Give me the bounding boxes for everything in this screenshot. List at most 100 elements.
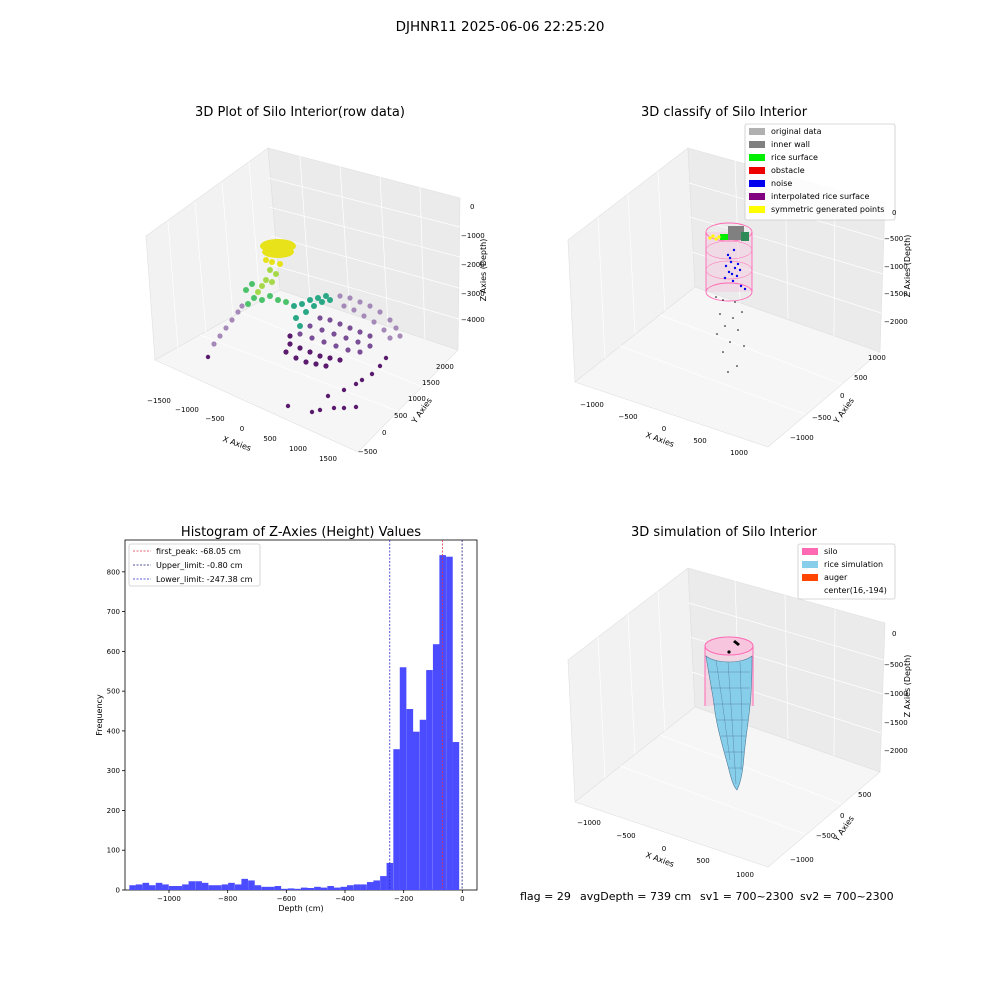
legend-swatch-auger [802,574,818,581]
histogram-x-tick-label: −800 [218,895,237,903]
legend-label: obstacle [771,166,805,175]
status-footer: flag = 29 avgDepth = 739 cm sv1 = 700~23… [520,890,894,903]
histogram-x-tick-label: 0 [460,895,464,903]
classify-x-label: X Axies [644,430,675,449]
histogram-legend: first_peak: -68.05 cm Upper_limit: -0.80… [128,543,261,587]
simulation-floor-pane [574,706,881,868]
histogram-bar [327,886,334,890]
raw-z-tick: −4000 [461,316,485,324]
histogram-y-tick-label: 0 [116,887,120,895]
histogram-bar [360,884,367,890]
simulation-z-tick: −2000 [884,747,908,755]
raw-y-tick: 500 [394,412,407,420]
histogram-bar [254,885,262,890]
histogram-bar [142,882,150,890]
classify-z-tick: −1500 [884,290,908,298]
classify-legend: original data inner wall rice surface ob… [744,123,896,221]
histogram-bar [340,886,348,890]
figure-title: DJHNR11 2025-06-06 22:25:20 [396,19,605,35]
histogram-bar [452,742,460,890]
raw-y-tick: 1500 [422,379,440,387]
histogram-bar [129,885,136,890]
histogram-y-tick-label: 100 [107,847,120,855]
legend-label: Upper_limit: -0.80 cm [156,561,243,570]
histogram-bar [419,719,427,890]
sv2-text: sv2 = 700~2300 [800,890,894,903]
histogram-bar [380,876,387,890]
simulation-x-ticks: −1000 −500 0 500 1000 [577,819,754,879]
legend-label: rice surface [771,153,818,162]
raw-z-tick: −1000 [461,232,485,240]
center-marker [727,650,731,654]
classify-plot-title: 3D classify of Silo Interior [641,105,808,120]
histogram-y-tick-label: 200 [107,807,120,815]
raw-z-tick: −2000 [461,261,485,269]
raw-y-tick: 2000 [436,363,454,371]
histogram-bar [314,886,321,890]
histogram-bar [366,882,374,890]
raw-y-tick: 1000 [408,395,426,403]
simulation-z-label: Z Axies (Depth) [903,655,912,718]
histogram-bar [406,709,414,890]
histogram-y-tick-label: 400 [107,727,120,735]
raw-z-tick: −3000 [461,290,485,298]
histogram-bar [346,885,354,890]
histogram-bar [426,670,433,890]
simulation-x-tick: 1000 [736,871,754,879]
raw-z-tick: 0 [470,203,474,211]
classify-y-ticks: −1000 −500 0 500 1000 [790,354,886,442]
raw-plot-title: 3D Plot of Silo Interior(row data) [195,105,405,120]
simulation-y-tick: 0 [840,812,844,820]
simulation-3d-panel: 3D simulation of Silo Interior [567,525,912,879]
histogram-y-tick-label: 300 [107,767,120,775]
histogram-x-label: Depth (cm) [278,904,323,913]
histogram-bar [274,886,282,890]
histogram-bar [294,888,301,890]
legend-swatch-inner-wall [749,141,765,148]
histogram-bar [373,880,380,890]
histogram-bar [228,882,235,890]
classify-z-tick: −500 [884,235,903,243]
legend-label: silo [824,547,838,556]
simulation-y-tick: −1000 [790,856,814,864]
histogram-bar [333,887,341,890]
histogram-title: Histogram of Z-Axies (Height) Values [181,525,421,540]
histogram-bar [234,884,242,890]
legend-label: first_peak: -68.05 cm [156,547,241,556]
histogram-x-tick-label: −400 [335,895,354,903]
histogram-bar [135,884,143,890]
raw-z-ticks: 0 −1000 −2000 −3000 −4000 [461,203,485,324]
classify-points [708,226,749,373]
histogram-bar [320,887,328,890]
classify-x-tick: 1000 [730,449,748,457]
raw-y-tick: 0 [382,429,386,437]
legend-label: original data [771,127,822,136]
classify-x-tick: 0 [662,425,666,433]
histogram-x-ticks: −1000 −800 −600 −400 −200 0 [157,890,465,903]
simulation-z-tick: 0 [892,630,896,638]
legend-label: inner wall [771,140,810,149]
histogram-bar [162,884,169,890]
simulation-z-tick: −1500 [884,719,908,727]
histogram-y-tick-label: 700 [107,608,120,616]
histogram-bar [175,886,182,890]
histogram-bar [221,884,229,890]
classify-silo-cylinder [705,222,753,302]
raw-y-tick: −500 [358,448,377,456]
simulation-x-tick: 500 [696,857,709,865]
classify-z-label: Z Axies (Depth) [903,235,912,298]
raw-z-label: Z Axies (Depth) [479,239,488,302]
legend-swatch-noise [749,180,765,187]
histogram-bar [188,881,196,890]
legend-label: auger [824,573,848,582]
classify-x-tick: −1000 [580,401,604,409]
raw-scatter-points [205,239,403,415]
simulation-x-label: X Axies [644,850,675,869]
histogram-bar [201,882,209,890]
histogram-bar [412,731,420,890]
histogram-panel: Histogram of Z-Axies (Height) Values −10… [95,525,478,913]
classify-y-label: Y Axies [831,396,856,426]
histogram-x-tick-label: −1000 [157,895,181,903]
histogram-bar [148,885,156,890]
